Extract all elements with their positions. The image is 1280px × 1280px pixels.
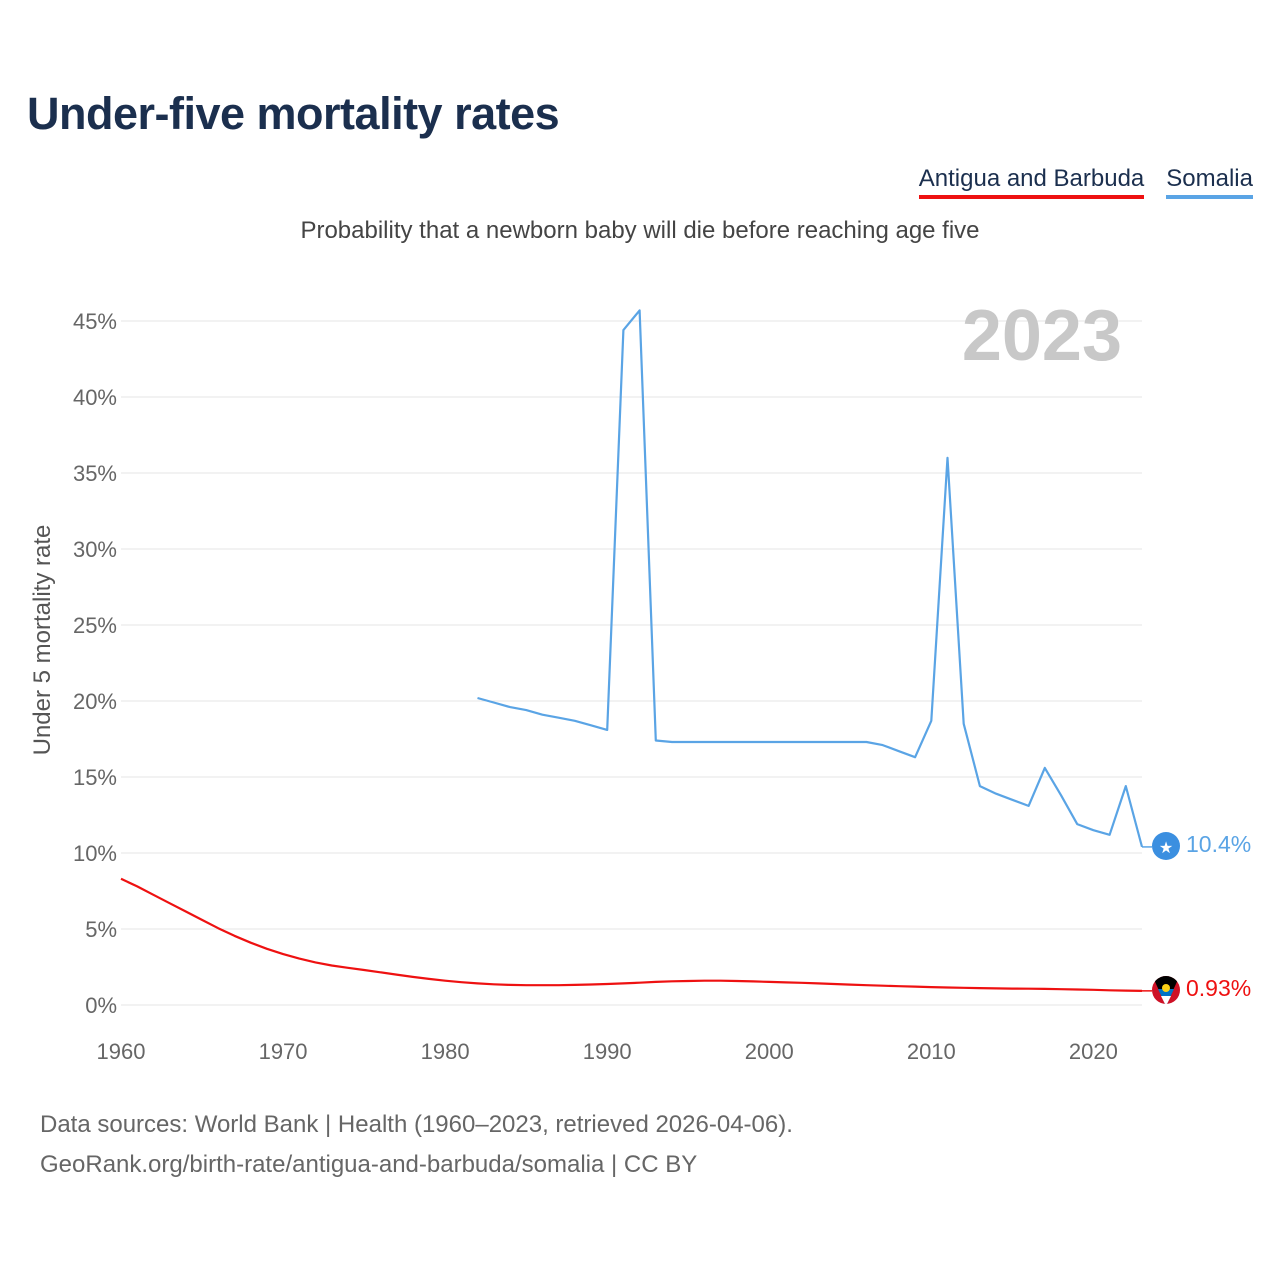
footer: Data sources: World Bank | Health (1960–… [40, 1105, 793, 1185]
x-tick-label: 2020 [1069, 1039, 1118, 1064]
x-tick-label: 2010 [907, 1039, 956, 1064]
star-icon: ★ [1159, 840, 1173, 857]
y-tick-label: 35% [73, 461, 117, 486]
y-tick-label: 25% [73, 613, 117, 638]
x-tick-label: 1990 [583, 1039, 632, 1064]
source-link[interactable]: GeoRank.org/birth-rate/antigua-and-barbu… [40, 1151, 698, 1178]
somalia-end-value: 10.4% [1186, 831, 1251, 857]
y-tick-label: 45% [73, 309, 117, 334]
antigua-end-value: 0.93% [1186, 975, 1251, 1001]
chart-title: Under-five mortality rates [27, 88, 560, 139]
x-tick-label: 1970 [259, 1039, 308, 1064]
data-sources: Data sources: World Bank | Health (1960–… [40, 1111, 793, 1138]
year-label: 2023 [962, 296, 1122, 376]
y-axis-label: Under 5 mortality rate [29, 525, 56, 756]
somalia-flag-icon [1152, 832, 1180, 860]
series-lines [120, 309, 1152, 992]
x-axis-ticks: 1960 1970 1980 1990 2000 2010 2020 [97, 1039, 1118, 1064]
y-tick-label: 40% [73, 385, 117, 410]
y-axis-ticks: 0% 5% 10% 15% 20% 25% 30% 35% 40% 45% [73, 309, 117, 1018]
legend: Antigua and Barbuda Somalia [918, 165, 1253, 199]
x-tick-label: 1960 [97, 1039, 146, 1064]
y-tick-label: 5% [85, 917, 117, 942]
x-tick-label: 1980 [421, 1039, 470, 1064]
series-line-antigua-and-barbuda [120, 877, 1143, 992]
y-tick-label: 20% [73, 689, 117, 714]
somalia-end-marker: ★ [1152, 832, 1180, 860]
chart-subtitle: Probability that a newborn baby will die… [300, 217, 980, 244]
antigua-end-marker [1152, 976, 1180, 1004]
legend-item-somalia[interactable]: Somalia [1166, 165, 1253, 199]
y-tick-label: 0% [85, 993, 117, 1018]
y-tick-label: 30% [73, 537, 117, 562]
x-tick-label: 2000 [745, 1039, 794, 1064]
y-tick-label: 15% [73, 765, 117, 790]
legend-item-antigua-and-barbuda[interactable]: Antigua and Barbuda [918, 165, 1145, 199]
antigua-flag-icon [1152, 976, 1180, 1004]
gridlines [121, 320, 1142, 1006]
y-tick-label: 10% [73, 841, 117, 866]
series-line-somalia [477, 309, 1144, 848]
